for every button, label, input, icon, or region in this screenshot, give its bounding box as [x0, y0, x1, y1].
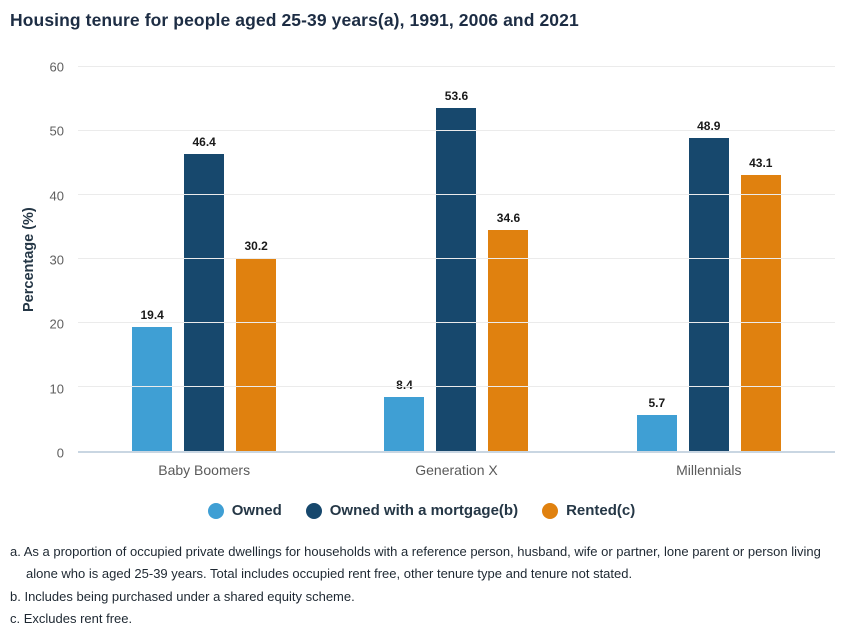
y-tick-label: 60 — [49, 59, 64, 75]
gridline — [78, 194, 835, 195]
bar-cell: 34.6 — [488, 67, 529, 451]
bar-value-label: 5.7 — [648, 395, 666, 410]
bar-value-label: 43.1 — [749, 156, 773, 171]
category-label-generation-x: Generation X — [415, 462, 498, 478]
footnote-b: b. Includes being purchased under a shar… — [10, 588, 355, 604]
legend-swatch-icon — [207, 502, 224, 519]
gridline — [78, 386, 835, 387]
bar-group-baby-boomers: 19.4 46.4 30.2 — [78, 67, 330, 451]
legend-label: Rented(c) — [566, 502, 636, 519]
bar-group-millennials: 5.7 48.9 43.1 — [583, 67, 835, 451]
bar-owned-millennials[interactable] — [636, 414, 677, 451]
plot-wrap: 0 10 20 30 40 50 60 19.4 46.4 30.2 8.4 53.6 34.6 5.7… — [50, 60, 835, 461]
y-tick-label: 30 — [49, 252, 64, 268]
legend-item-rented-c[interactable]: Rented(c) — [542, 502, 635, 519]
bar-rented-c-baby-boomers[interactable] — [236, 257, 277, 451]
bar-cell: 48.9 — [688, 67, 729, 451]
bar-owned-with-a-mortgage-b-generation-x[interactable] — [436, 107, 477, 451]
y-tick-label: 0 — [56, 445, 64, 461]
footnote-c: c. Excludes rent free. — [10, 611, 133, 627]
y-tick-label: 50 — [49, 123, 64, 139]
footnote-a: a. As a proportion of occupied private d… — [10, 544, 821, 582]
footnotes: a. As a proportion of occupied private d… — [8, 541, 835, 630]
gridline — [78, 322, 835, 323]
bar-value-label: 19.4 — [140, 307, 164, 322]
bar-cell: 30.2 — [236, 67, 277, 451]
y-axis-ticks: 0 10 20 30 40 50 60 — [32, 60, 70, 461]
bar-chart: Percentage (%) 0 10 20 30 40 50 60 19.4 46.4 30.… — [8, 60, 835, 478]
bar-owned-generation-x[interactable] — [384, 397, 425, 451]
plot-area: 19.4 46.4 30.2 8.4 53.6 34.6 5.7 48.9 43.1 — [78, 66, 835, 453]
y-tick-label: 20 — [49, 316, 64, 332]
bar-rented-c-generation-x[interactable] — [488, 229, 529, 451]
x-axis-category-labels: Baby Boomers Generation X Millennials — [78, 462, 835, 478]
bar-groups: 19.4 46.4 30.2 8.4 53.6 34.6 5.7 48.9 43.1 — [78, 67, 835, 451]
bar-cell: 5.7 — [636, 67, 677, 451]
bar-cell: 43.1 — [740, 67, 781, 451]
bar-cell: 8.4 — [384, 67, 425, 451]
bar-value-label: 53.6 — [444, 88, 469, 103]
legend-label: Owned with a mortgage(b) — [329, 502, 519, 519]
bar-owned-with-a-mortgage-b-baby-boomers[interactable] — [184, 154, 225, 451]
legend: Owned Owned with a mortgage(b) Rented(c) — [8, 502, 835, 519]
bar-cell: 46.4 — [184, 67, 225, 451]
bar-group-generation-x: 8.4 53.6 34.6 — [330, 67, 582, 451]
legend-swatch-icon — [305, 502, 322, 519]
legend-item-owned-with-a-mortgage-b[interactable]: Owned with a mortgage(b) — [305, 502, 519, 519]
bar-value-label: 46.4 — [192, 135, 216, 150]
bar-value-label: 8.4 — [396, 378, 413, 393]
y-tick-label: 10 — [49, 381, 64, 397]
bar-value-label: 48.9 — [697, 119, 721, 134]
bar-cell: 19.4 — [132, 67, 173, 451]
category-label-millennials: Millennials — [676, 462, 742, 478]
y-tick-label: 40 — [49, 188, 64, 204]
chart-title: Housing tenure for people aged 25-39 yea… — [10, 10, 579, 30]
legend-item-owned[interactable]: Owned — [207, 502, 282, 519]
legend-label: Owned — [231, 502, 282, 519]
bar-owned-baby-boomers[interactable] — [132, 326, 173, 451]
category-label-baby-boomers: Baby Boomers — [158, 462, 251, 478]
gridline — [78, 258, 835, 259]
bar-owned-with-a-mortgage-b-millennials[interactable] — [688, 138, 729, 451]
gridline — [78, 130, 835, 131]
bar-value-label: 30.2 — [244, 238, 268, 253]
legend-swatch-icon — [542, 502, 559, 519]
bar-rented-c-millennials[interactable] — [740, 175, 781, 451]
bar-cell: 53.6 — [436, 67, 477, 451]
bar-value-label: 34.6 — [496, 210, 521, 225]
gridline — [78, 66, 835, 67]
